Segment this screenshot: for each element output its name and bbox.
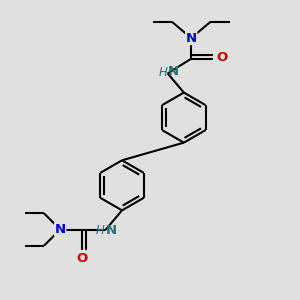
Text: N: N xyxy=(55,223,66,236)
Text: N: N xyxy=(106,224,117,238)
Text: O: O xyxy=(217,51,228,64)
Text: H: H xyxy=(159,66,168,80)
Text: N: N xyxy=(167,65,178,79)
Text: O: O xyxy=(77,252,88,266)
Text: H: H xyxy=(96,224,105,237)
Text: N: N xyxy=(186,32,197,45)
